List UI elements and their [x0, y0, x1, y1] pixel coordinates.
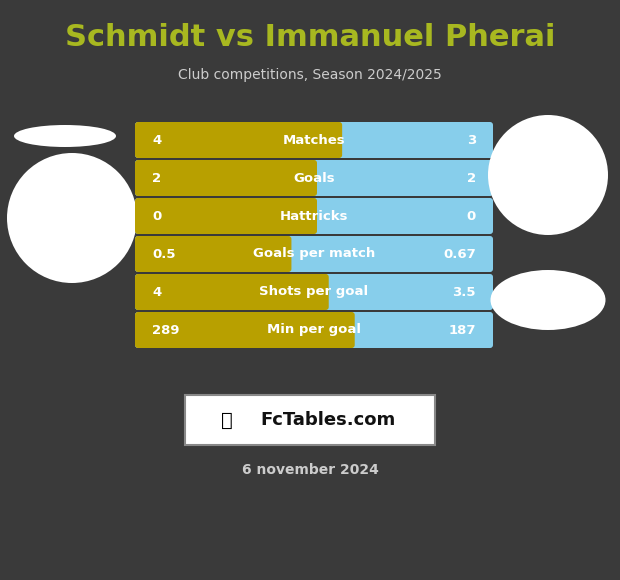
Text: 3: 3	[467, 133, 476, 147]
Text: 0: 0	[152, 209, 161, 223]
FancyBboxPatch shape	[135, 274, 493, 310]
Text: 2: 2	[467, 172, 476, 184]
FancyBboxPatch shape	[135, 122, 342, 158]
Text: 2: 2	[152, 172, 161, 184]
Ellipse shape	[14, 125, 116, 147]
Text: 0: 0	[467, 209, 476, 223]
Text: 0.5: 0.5	[152, 248, 175, 260]
Ellipse shape	[490, 270, 606, 330]
Text: Hattricks: Hattricks	[280, 209, 348, 223]
FancyBboxPatch shape	[135, 312, 493, 348]
FancyBboxPatch shape	[135, 312, 355, 348]
FancyBboxPatch shape	[185, 395, 435, 445]
FancyBboxPatch shape	[135, 122, 493, 158]
Text: Goals: Goals	[293, 172, 335, 184]
Text: Shots per goal: Shots per goal	[259, 285, 368, 299]
Text: 3.5: 3.5	[453, 285, 476, 299]
Text: Goals per match: Goals per match	[253, 248, 375, 260]
Text: 289: 289	[152, 324, 180, 336]
Circle shape	[7, 153, 137, 283]
Text: 187: 187	[448, 324, 476, 336]
FancyBboxPatch shape	[135, 236, 291, 272]
Text: 6 november 2024: 6 november 2024	[242, 463, 378, 477]
Text: Club competitions, Season 2024/2025: Club competitions, Season 2024/2025	[178, 68, 442, 82]
Text: FcTables.com: FcTables.com	[260, 411, 396, 429]
Text: 4: 4	[152, 285, 161, 299]
Text: Min per goal: Min per goal	[267, 324, 361, 336]
Text: 📈: 📈	[221, 411, 233, 430]
Text: Schmidt vs Immanuel Pherai: Schmidt vs Immanuel Pherai	[64, 24, 556, 53]
FancyBboxPatch shape	[135, 236, 493, 272]
FancyBboxPatch shape	[135, 160, 493, 196]
Circle shape	[488, 115, 608, 235]
Text: 4: 4	[152, 133, 161, 147]
Text: 0.67: 0.67	[443, 248, 476, 260]
FancyBboxPatch shape	[135, 160, 317, 196]
Text: Matches: Matches	[283, 133, 345, 147]
FancyBboxPatch shape	[135, 198, 317, 234]
FancyBboxPatch shape	[135, 274, 329, 310]
FancyBboxPatch shape	[135, 198, 493, 234]
